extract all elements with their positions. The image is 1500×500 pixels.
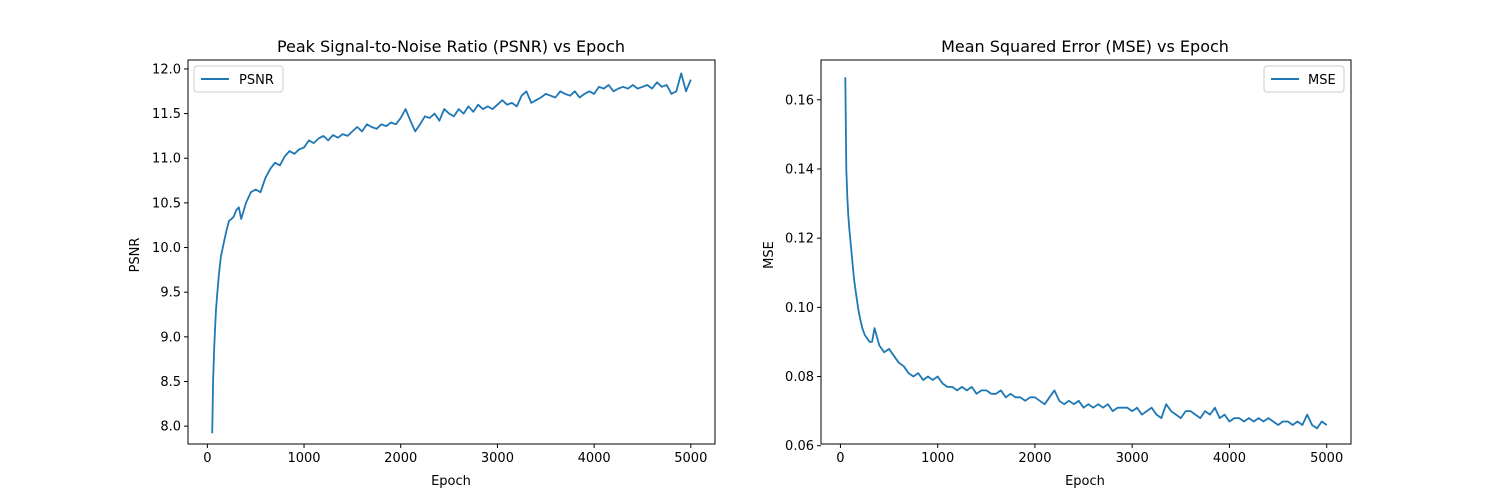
mse-plot-area (844, 77, 1328, 430)
mse-axes-frame (820, 59, 1352, 445)
mse-y-tick-label: 0.14 (785, 162, 814, 177)
mse-x-tick-label: 3000 (1116, 451, 1149, 466)
psnr-legend-box (193, 65, 284, 93)
mse-y-axis-label: MSE (762, 241, 777, 269)
mse-x-tick-label: 1000 (921, 451, 954, 466)
mse-legend: MSE (1263, 65, 1345, 93)
psnr-x-axis-label: Epoch (431, 474, 471, 489)
psnr-y-tick-label: 11.0 (152, 152, 181, 167)
psnr-series-line (211, 72, 692, 434)
psnr-y-tick-label: 8.5 (160, 375, 181, 390)
psnr-chart-title: Peak Signal-to-Noise Ratio (PSNR) vs Epo… (277, 37, 625, 56)
psnr-y-axis-label: PSNR (128, 238, 143, 273)
psnr-y-tick-label: 9.0 (160, 330, 181, 345)
mse-x-tick-label: 2000 (1018, 451, 1051, 466)
psnr-x-tick-label: 5000 (674, 451, 707, 466)
mse-x-tick-label: 4000 (1213, 451, 1246, 466)
psnr-y-tick-label: 12.0 (152, 62, 181, 77)
psnr-x-tick-label: 4000 (578, 451, 611, 466)
mse-y-tick-label: 0.16 (785, 93, 814, 108)
mse-legend-label: MSE (1308, 73, 1336, 88)
psnr-chart: Peak Signal-to-Noise Ratio (PSNR) vs Epo… (128, 37, 716, 489)
mse-chart-title: Mean Squared Error (MSE) vs Epoch (941, 37, 1229, 56)
mse-x-tick-label: 0 (836, 451, 844, 466)
psnr-y-tick-label: 8.0 (160, 420, 181, 435)
psnr-y-tick-label: 11.5 (152, 107, 181, 122)
mse-x-tick-label: 5000 (1310, 451, 1343, 466)
psnr-x-tick-label: 2000 (384, 451, 417, 466)
mse-series-line (844, 77, 1328, 430)
psnr-legend-label: PSNR (239, 73, 274, 88)
psnr-x-tick-label: 3000 (481, 451, 514, 466)
psnr-y-tick-label: 10.5 (152, 196, 181, 211)
mse-ticks: 0 1000 2000 3000 4000 5000 0.06 0.08 0.10 0.12 0.1… (785, 93, 1343, 466)
mse-y-tick-label: 0.06 (785, 439, 814, 454)
mse-x-axis-label: Epoch (1065, 474, 1105, 489)
mse-y-tick-label: 0.10 (785, 301, 814, 316)
psnr-x-tick-label: 1000 (287, 451, 320, 466)
mse-chart: Mean Squared Error (MSE) vs Epoch Epoch … (762, 37, 1352, 489)
psnr-x-tick-label: 0 (203, 451, 211, 466)
psnr-y-tick-label: 9.5 (160, 286, 181, 301)
mse-legend-box (1263, 65, 1345, 93)
psnr-ticks: 0 1000 2000 3000 4000 5000 8.0 8.5 9.0 9.5 10.0 10.… (152, 62, 707, 466)
mse-y-tick-label: 0.12 (785, 232, 814, 247)
psnr-plot-area (211, 72, 692, 434)
psnr-y-tick-label: 10.0 (152, 241, 181, 256)
psnr-legend: PSNR (193, 65, 284, 93)
psnr-axes-frame (187, 59, 716, 445)
mse-y-tick-label: 0.08 (785, 370, 814, 385)
